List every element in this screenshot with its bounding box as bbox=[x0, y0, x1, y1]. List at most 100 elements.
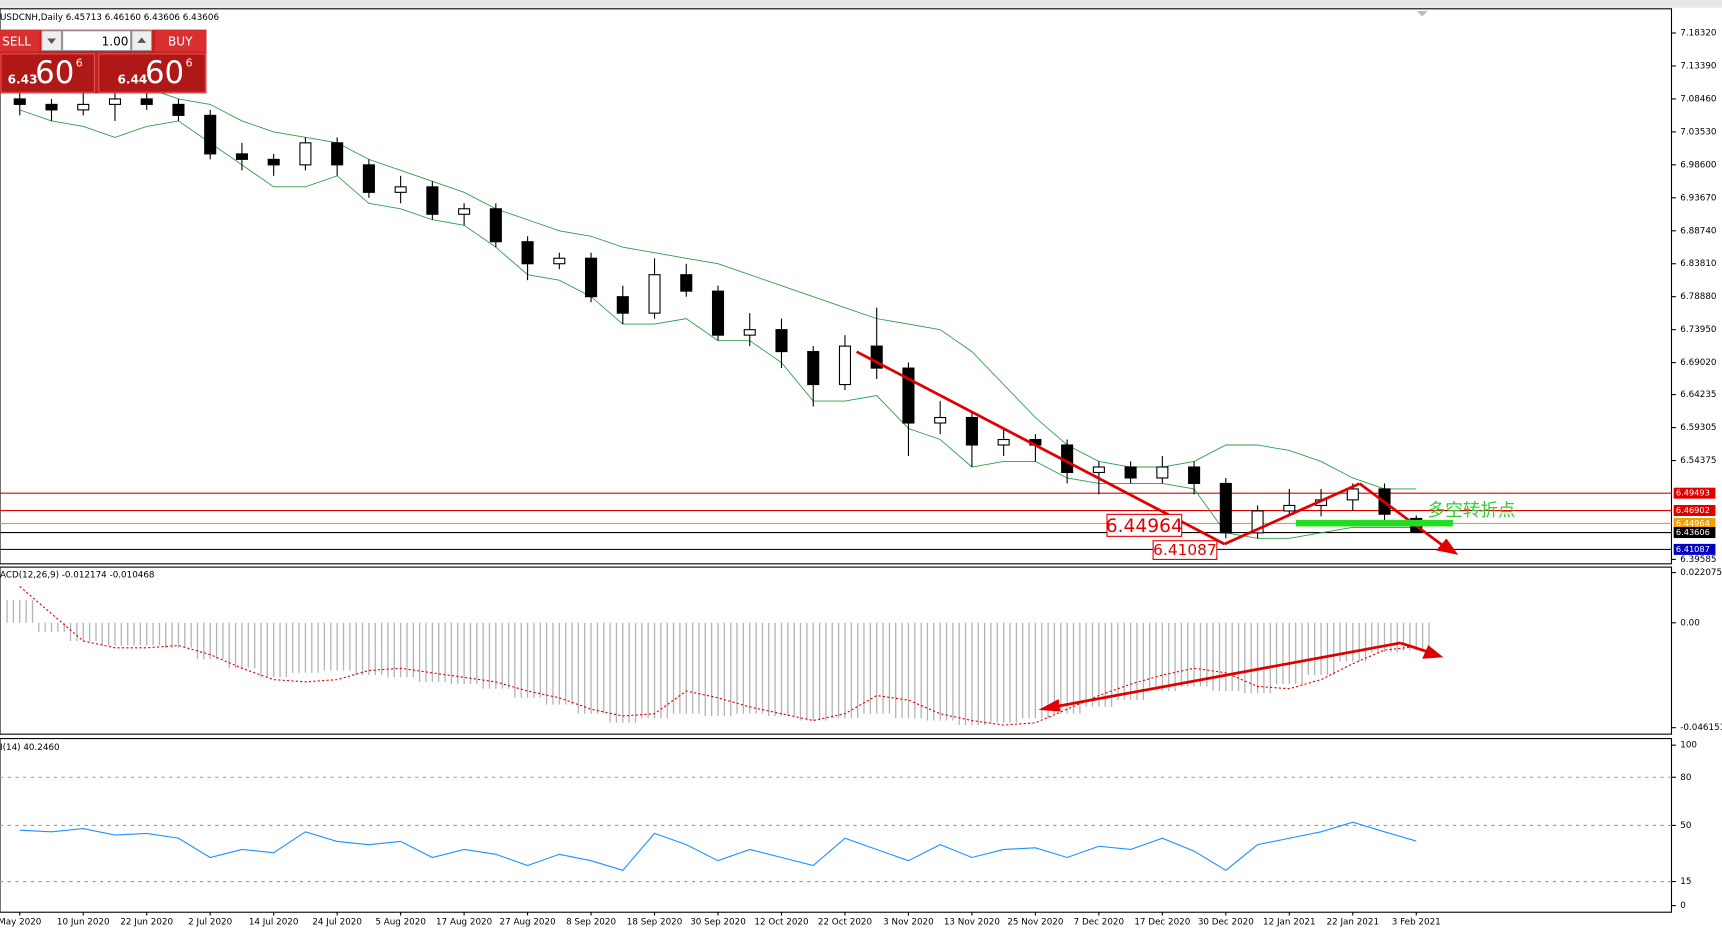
price-level-label: 6.44964 bbox=[1676, 518, 1710, 528]
candle-body bbox=[267, 158, 280, 166]
candle-body bbox=[807, 351, 820, 386]
arrow-head bbox=[1038, 699, 1061, 712]
macd-panel bbox=[0, 566, 1673, 735]
annotation: 多空转折点 bbox=[1428, 501, 1516, 521]
y-tick-label: 6.83810 bbox=[1680, 259, 1716, 269]
y-tick-label: 6.69020 bbox=[1680, 358, 1716, 368]
y-tick-label: 6.98600 bbox=[1680, 160, 1716, 170]
x-tick-label: 5 Aug 2020 bbox=[375, 918, 426, 928]
candle-body bbox=[1124, 466, 1137, 479]
trade-panel: SELL 1.00 BUY 6.43 60 6 6.44 60 6 bbox=[0, 29, 207, 94]
y-tick-label: 6.78880 bbox=[1680, 292, 1716, 302]
price-panel bbox=[0, 8, 1673, 565]
x-tick-label: 3 Feb 2021 bbox=[1392, 918, 1441, 928]
x-tick-label: 17 Dec 2020 bbox=[1134, 918, 1190, 928]
x-tick-label: 25 Nov 2020 bbox=[1007, 918, 1063, 928]
lot-input[interactable] bbox=[62, 30, 132, 52]
y-tick-label: 80 bbox=[1680, 773, 1691, 783]
candle-body bbox=[489, 208, 502, 243]
price-level-tag bbox=[1673, 487, 1716, 499]
price-level-tag bbox=[1673, 505, 1716, 517]
y-tick-label: 6.64235 bbox=[1680, 390, 1716, 400]
candle-body bbox=[616, 296, 629, 314]
candle-body bbox=[553, 257, 566, 265]
turning-bar bbox=[1295, 519, 1453, 527]
candle-body bbox=[870, 345, 883, 369]
y-tick-label: 50 bbox=[1680, 821, 1691, 831]
x-tick-label: 18 Sep 2020 bbox=[627, 918, 683, 928]
trend-line bbox=[1223, 482, 1361, 546]
arrow-icon bbox=[47, 38, 57, 44]
candle-body bbox=[585, 257, 598, 298]
lot-value: 1.00 bbox=[102, 34, 129, 48]
sell-price-fraction: 6 bbox=[76, 57, 83, 70]
price-level-tag bbox=[1673, 527, 1716, 539]
sell-price-box[interactable] bbox=[0, 53, 95, 93]
x-tick-label: 22 Oct 2020 bbox=[818, 918, 872, 928]
price-level-label: 6.46902 bbox=[1676, 505, 1710, 515]
candle-body bbox=[902, 367, 915, 424]
candle-body bbox=[362, 164, 375, 193]
candle-body bbox=[521, 241, 534, 265]
candle-body bbox=[331, 142, 344, 166]
scroll-marker bbox=[1416, 10, 1428, 17]
candle-body bbox=[77, 103, 90, 111]
y-tick-label: 100 bbox=[1680, 741, 1697, 751]
candle-body bbox=[204, 114, 217, 155]
annotation: 6.44964 bbox=[1106, 516, 1183, 537]
annotation: 6.41087 bbox=[1153, 541, 1217, 559]
y-tick-label: 7.08460 bbox=[1680, 94, 1716, 104]
x-tick-label: 13 Nov 2020 bbox=[944, 918, 1000, 928]
y-tick-label: 0 bbox=[1680, 901, 1686, 911]
y-tick-label: 6.59305 bbox=[1680, 423, 1716, 433]
y-tick-label: -0.046151 bbox=[1680, 723, 1722, 733]
y-tick-label: 0.022075 bbox=[1680, 568, 1722, 578]
y-tick-label: 6.39585 bbox=[1680, 555, 1716, 565]
price-level-tag bbox=[1673, 517, 1716, 529]
y-tick-label: 7.13390 bbox=[1680, 61, 1716, 71]
x-tick-label: 14 Jul 2020 bbox=[249, 918, 299, 928]
candle-body bbox=[45, 103, 58, 111]
sell-label: SELL bbox=[2, 34, 31, 48]
candle-body bbox=[1188, 466, 1201, 484]
candle-body bbox=[1156, 466, 1169, 479]
buy-button[interactable] bbox=[154, 29, 207, 52]
x-tick-label: 30 Sep 2020 bbox=[690, 918, 746, 928]
x-tick-label: 30 Dec 2020 bbox=[1198, 918, 1254, 928]
x-tick-label: 8 Sep 2020 bbox=[566, 918, 616, 928]
x-tick-label: 2 Jul 2020 bbox=[188, 918, 232, 928]
y-tick-label: 15 bbox=[1680, 877, 1691, 887]
annotation-box bbox=[1106, 513, 1183, 537]
candle-body bbox=[1346, 488, 1359, 501]
buy-price-box[interactable] bbox=[98, 53, 206, 93]
candle-body bbox=[172, 103, 185, 116]
candle-body bbox=[1092, 466, 1105, 474]
x-tick-label: 22 Jun 2020 bbox=[120, 918, 173, 928]
x-tick-label: May 2020 bbox=[0, 918, 41, 928]
candle-body bbox=[838, 345, 852, 386]
candle-body bbox=[997, 438, 1010, 446]
y-tick-label: 7.18320 bbox=[1680, 28, 1716, 38]
candle-body bbox=[775, 329, 788, 353]
candle-body bbox=[711, 290, 725, 336]
candle-body bbox=[299, 142, 312, 166]
buy-price-fraction: 6 bbox=[186, 57, 193, 70]
x-tick-label: 12 Jan 2021 bbox=[1263, 918, 1316, 928]
arrow-head bbox=[1436, 538, 1459, 555]
candle-body bbox=[965, 416, 978, 446]
y-tick-label: 6.54375 bbox=[1680, 456, 1716, 466]
sell-button[interactable] bbox=[0, 29, 40, 52]
sell-price-pips: 60 bbox=[35, 55, 74, 91]
candle-body bbox=[1251, 510, 1264, 534]
trend-drawings bbox=[855, 350, 1459, 712]
x-tick-label: 10 Jun 2020 bbox=[57, 918, 110, 928]
bollinger-band bbox=[19, 76, 1417, 490]
trend-line bbox=[855, 350, 1226, 546]
annotation-box bbox=[1152, 540, 1218, 560]
trend-line bbox=[1043, 641, 1401, 711]
trend-line bbox=[1358, 482, 1447, 549]
rsi-line bbox=[19, 821, 1417, 871]
